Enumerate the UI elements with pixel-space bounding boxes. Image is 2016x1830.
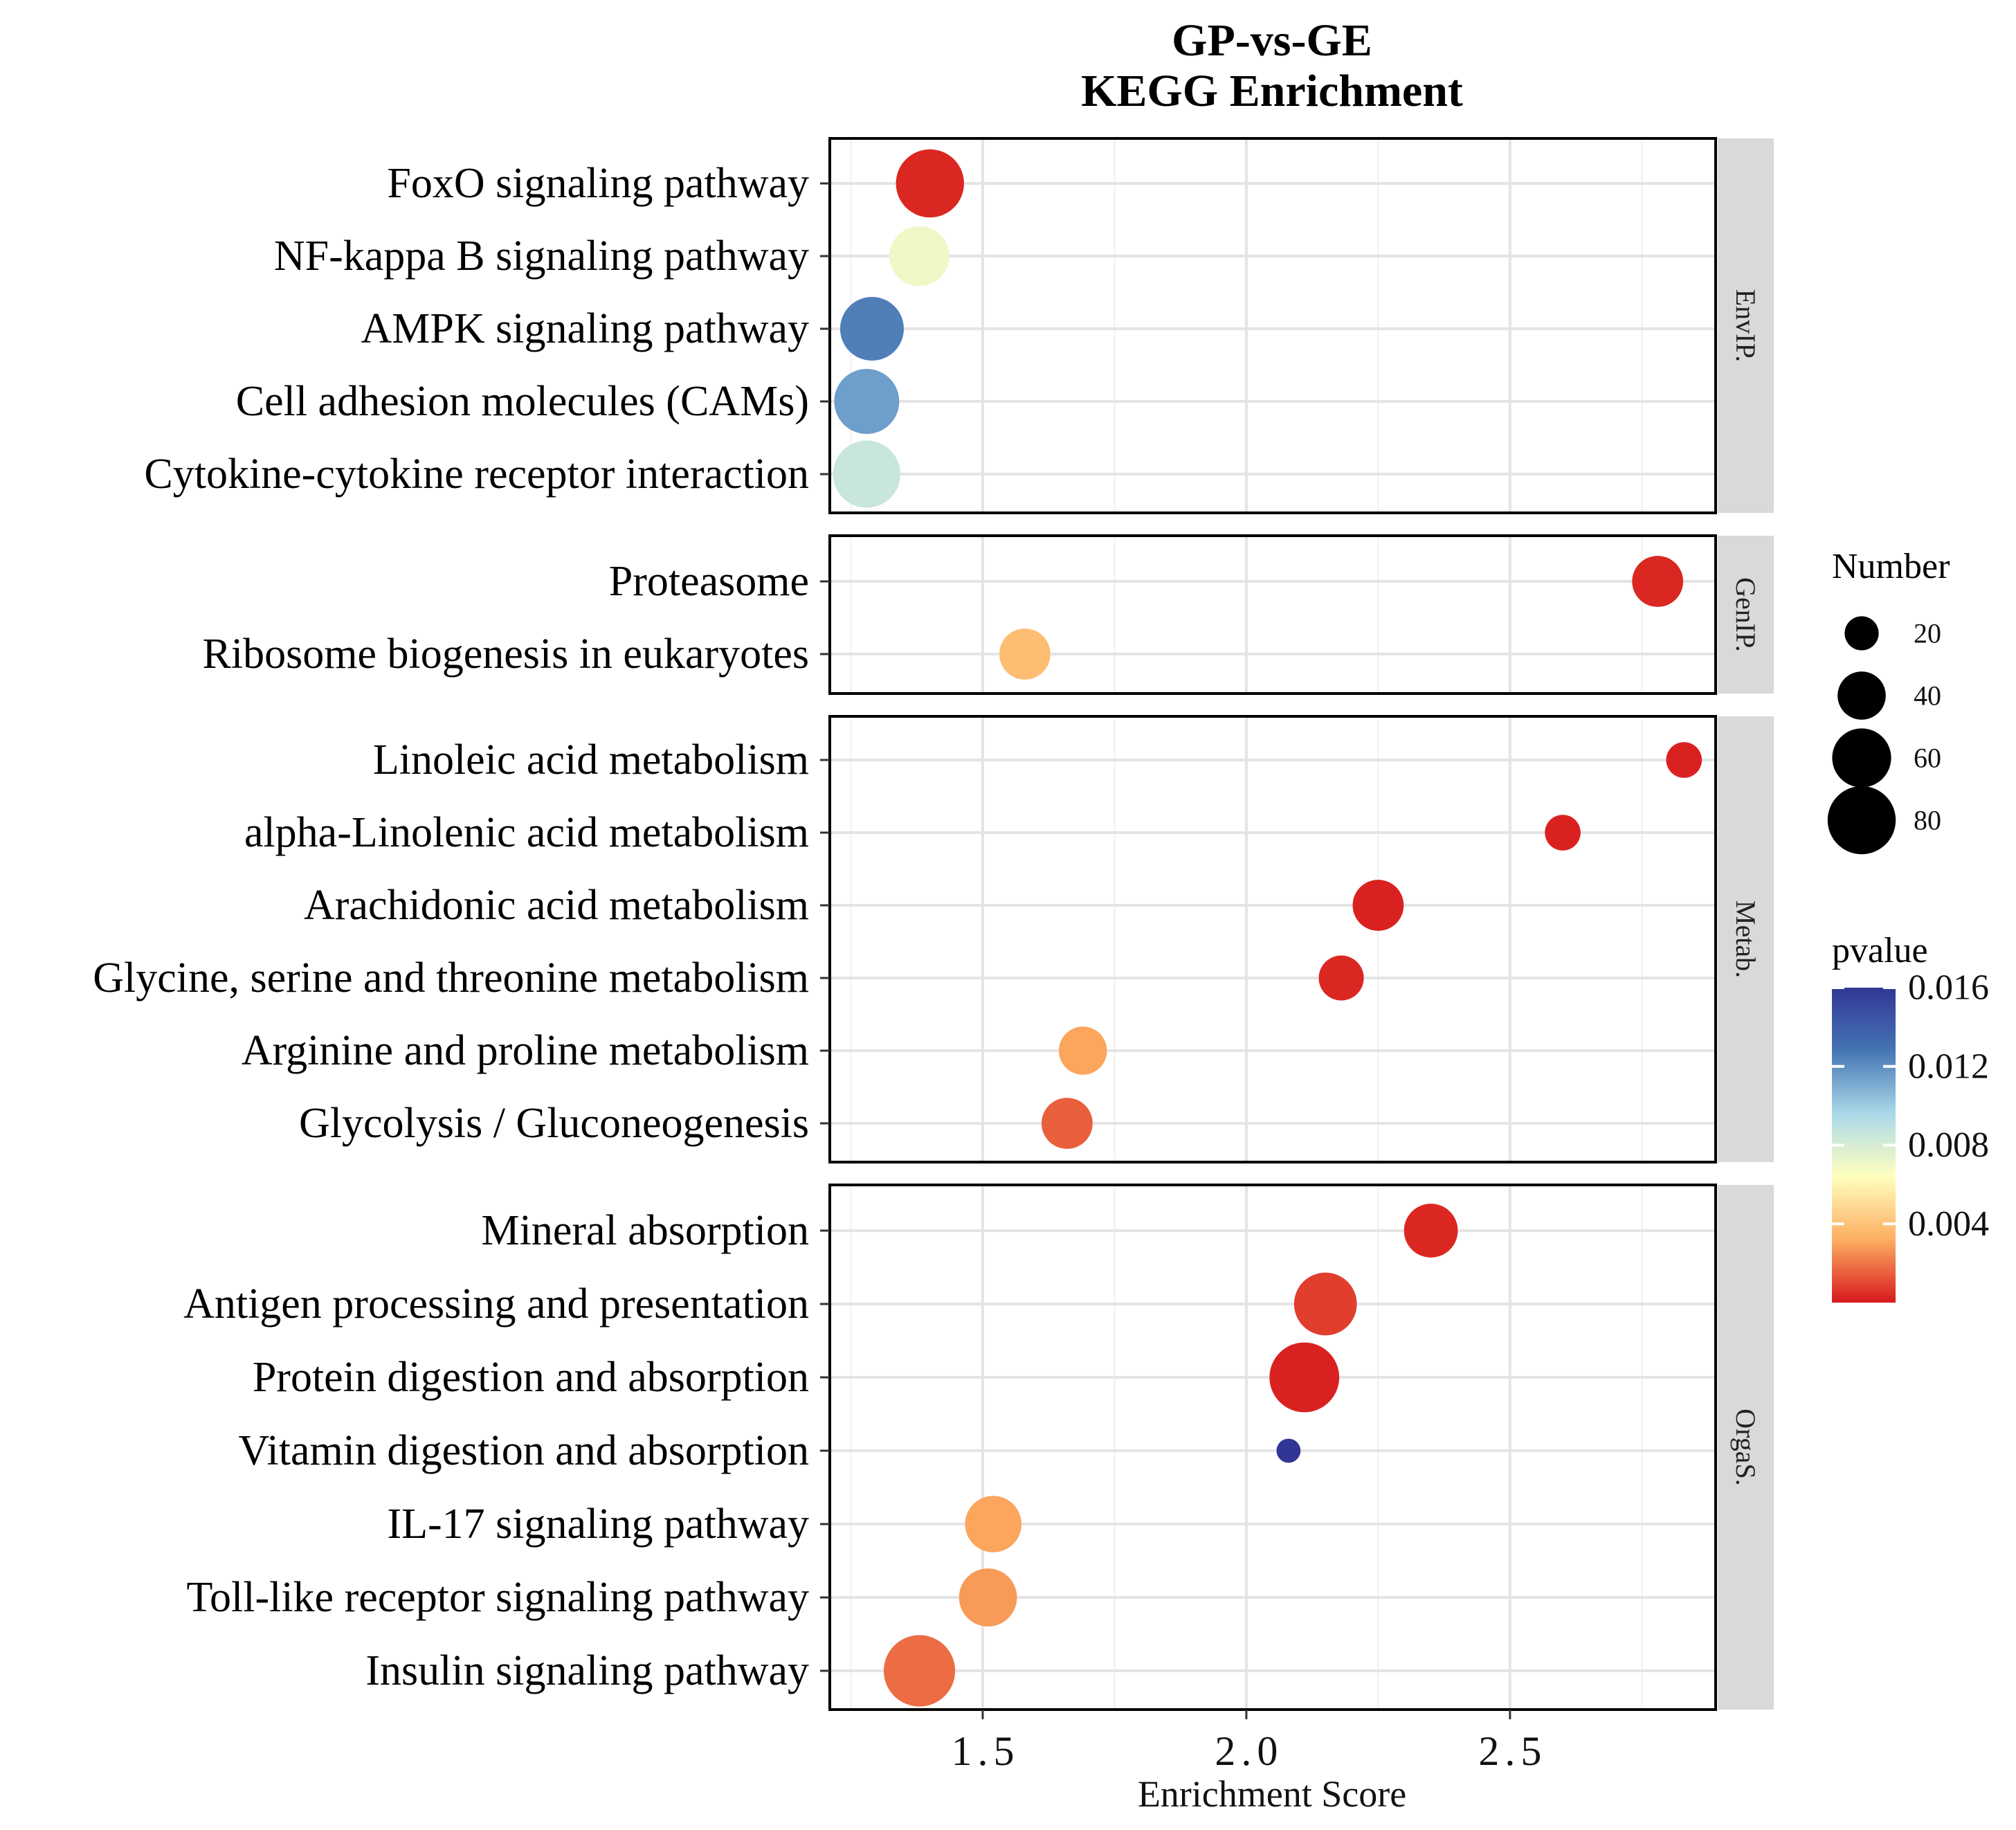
data-point [1666, 742, 1702, 778]
data-point [1352, 880, 1404, 931]
pathway-label: Arachidonic acid metabolism [304, 882, 809, 929]
grid-layer [830, 138, 1716, 1710]
pathway-label: Proteasome [609, 558, 809, 605]
pathway-label: IL-17 signaling pathway [387, 1501, 809, 1548]
data-point [889, 226, 950, 287]
pathway-label: Vitamin digestion and absorption [238, 1427, 809, 1474]
facet-strip [1718, 716, 1774, 1162]
panel-background [830, 1185, 1716, 1710]
data-point [1041, 1098, 1093, 1149]
pathway-label: Linoleic acid metabolism [373, 736, 809, 783]
colorbar-label: 0.004 [1908, 1204, 1989, 1244]
data-point [1545, 815, 1581, 851]
x-axis: 1.5 2.0 2.5 [820, 182, 1547, 1774]
facet-strip [1718, 138, 1774, 513]
data-point [1632, 556, 1684, 607]
size-legend-title: Number [1832, 547, 1950, 586]
pathway-label: Insulin signaling pathway [365, 1647, 809, 1694]
colorbar-label: 0.016 [1908, 968, 1989, 1008]
data-point [834, 369, 900, 434]
size-legend-key [1832, 728, 1891, 788]
pathway-label: FoxO signaling pathway [387, 160, 809, 207]
panel-frames [828, 137, 1717, 1711]
data-point [1318, 955, 1364, 1001]
x-tick-label: 2.0 [1215, 1728, 1283, 1774]
color-legend-title: pvalue [1832, 931, 1928, 970]
pathway-label: Arginine and proline metabolism [242, 1027, 809, 1074]
data-point [1276, 1438, 1301, 1463]
panel-background [830, 138, 1716, 513]
data-point [839, 296, 904, 361]
data-point [896, 149, 964, 218]
pathway-labels: FoxO signaling pathway NF-kappa B signali… [93, 160, 809, 1694]
size-legend-label: 20 [1914, 618, 1941, 649]
x-tick-label: 2.5 [1478, 1728, 1547, 1774]
colorbar-label: 0.008 [1908, 1125, 1989, 1165]
colorbar-label: 0.012 [1908, 1047, 1989, 1086]
panel-border [828, 534, 1717, 695]
pathway-label: Mineral absorption [481, 1207, 809, 1254]
pathway-label: Ribosome biogenesis in eukaryotes [203, 631, 809, 678]
facet-strip [1718, 1185, 1774, 1710]
chart-title: GP-vs-GE [1172, 15, 1372, 66]
data-point [833, 440, 900, 508]
data-point [965, 1496, 1021, 1552]
facet-strip-label: GenIP. [1730, 577, 1761, 652]
data-point [1293, 1272, 1357, 1336]
panel-border [828, 1184, 1717, 1711]
data-point [1058, 1026, 1107, 1075]
facet-strip-label: Metab. [1730, 900, 1761, 978]
chart-subtitle: KEGG Enrichment [1081, 66, 1463, 116]
data-point [1404, 1204, 1458, 1258]
facet-strip [1718, 536, 1774, 694]
panel-background [830, 536, 1716, 694]
x-tick-label: 1.5 [951, 1728, 1019, 1774]
size-legend-label: 40 [1914, 680, 1941, 712]
data-point [959, 1568, 1017, 1627]
pathway-label: NF-kappa B signaling pathway [274, 233, 809, 280]
size-legend-key [1844, 616, 1879, 651]
facet-strip-label: EnvIP. [1730, 289, 1761, 363]
pathway-label: Antigen processing and presentation [183, 1280, 809, 1328]
size-legend-label: 60 [1914, 743, 1941, 774]
pathway-label: Toll-like receptor signaling pathway [186, 1574, 809, 1621]
pathway-label: Cytokine-cytokine receptor interaction [144, 451, 809, 498]
data-point [999, 628, 1051, 680]
data-points [833, 149, 1702, 1707]
pathway-label: Protein digestion and absorption [253, 1354, 809, 1401]
size-legend-key [1827, 786, 1896, 855]
panel-background [830, 716, 1716, 1162]
facet-strip-label: OrgaS. [1730, 1408, 1761, 1485]
facet-strips: EnvIP. GenIP. Metab. OrgaS. [1718, 138, 1774, 1710]
pathway-label: alpha-Linolenic acid metabolism [244, 809, 809, 856]
data-point [1269, 1342, 1340, 1413]
panel-border [828, 715, 1717, 1163]
pathway-label: Cell adhesion molecules (CAMs) [236, 378, 809, 425]
panel-border [828, 137, 1717, 514]
data-point [883, 1635, 956, 1707]
size-legend-label: 80 [1914, 805, 1941, 836]
size-legend-key [1837, 671, 1886, 720]
pathway-label: AMPK signaling pathway [361, 305, 809, 352]
pathway-label: Glycolysis / Gluconeogenesis [299, 1100, 809, 1147]
x-axis-title: Enrichment Score [1138, 1773, 1406, 1815]
pathway-label: Glycine, serine and threonine metabolism [93, 954, 809, 1002]
